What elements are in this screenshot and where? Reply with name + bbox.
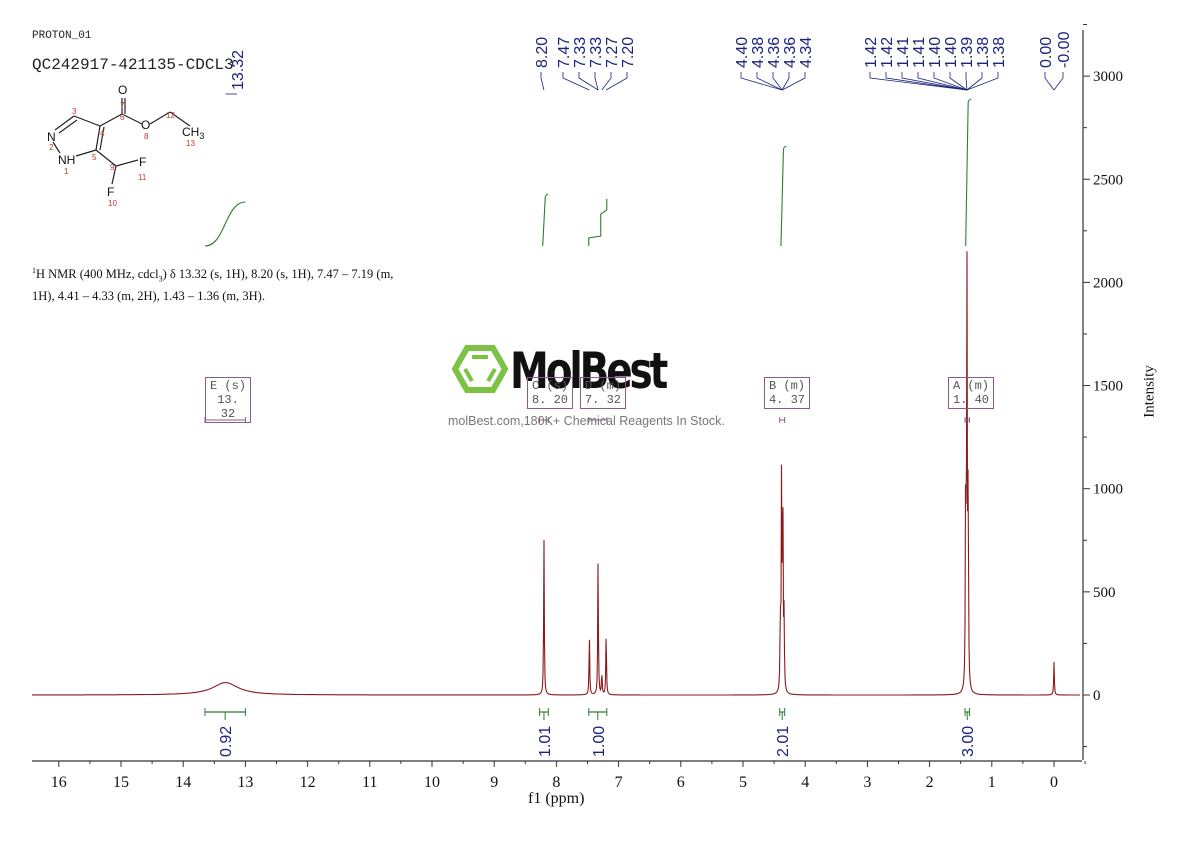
x-tick-label: 2 [926,774,934,791]
x-tick-label: 12 [300,774,316,791]
y-tick-label: 1000 [1093,482,1123,498]
peak-label: 4.34 [798,37,815,68]
peak-label: 4.38 [750,37,767,68]
peak-label: 1.40 [927,37,944,68]
x-tick-label: 13 [237,774,253,791]
peak-label: 1.41 [911,37,928,68]
svg-text:8: 8 [144,132,149,141]
svg-text:6: 6 [120,113,125,122]
integral-curve [204,201,246,247]
svg-text:F: F [107,185,114,199]
x-tick-label: 4 [801,774,809,791]
x-tick-label: 15 [113,774,129,791]
multiplet-box-e: E (s) 13. 32 [205,377,251,423]
y-tick-label: 2500 [1093,172,1123,188]
y-tick-label: 2000 [1093,275,1123,291]
x-tick-label: 0 [1050,774,1058,791]
integral-curve [965,98,972,247]
experiment-name: PROTON_01 [32,30,92,42]
watermark-tagline: molBest.com,180K+ Chemical Reagents In S… [448,414,725,428]
peak-label: 7.20 [620,37,637,68]
watermark-brand: MolBest [510,342,668,400]
svg-text:O: O [118,83,127,97]
svg-text:O: O [141,118,150,132]
svg-text:F: F [139,155,146,169]
x-tick-label: 10 [424,774,440,791]
peak-label: 4.36 [766,37,783,68]
nmr-description-text: H NMR (400 MHz, cdcl [36,267,159,282]
sample-id: QC242917-421135-CDCL3 [32,56,234,74]
x-tick-label: 6 [677,774,685,791]
nmr-description: 1H NMR (400 MHz, cdcl3) δ 13.32 (s, 1H),… [32,262,412,305]
nmr-description-rest: ) δ 13.32 (s, 1H), 8.20 (s, 1H), 7.47 – … [32,267,394,303]
integral-value: 1.01 [537,726,554,757]
x-tick-label: 3 [863,774,871,791]
svg-text:11: 11 [138,173,147,182]
svg-text:7: 7 [120,101,125,110]
svg-text:1: 1 [64,167,69,176]
y-axis-label: Intensity [1141,365,1158,418]
x-tick-label: 14 [175,774,191,791]
svg-text:10: 10 [108,199,117,208]
svg-text:4: 4 [100,129,105,138]
peak-label: 4.40 [734,37,751,68]
svg-text:13: 13 [186,139,195,148]
svg-text:9: 9 [110,163,115,172]
x-tick-label: 8 [552,774,560,791]
x-tick-label: 9 [490,774,498,791]
x-axis-label: f1 (ppm) [528,790,585,807]
peak-label: 1.42 [863,37,880,68]
peak-label: 1.40 [943,37,960,68]
svg-text:12: 12 [166,111,175,120]
integral-curve [780,145,787,247]
peak-label: 13.32 [230,50,247,90]
y-tick-label: 1500 [1093,379,1123,395]
svg-text:NH: NH [58,153,75,167]
integral-curve [542,193,549,247]
svg-text:2: 2 [49,143,54,152]
integral-value: 0.92 [218,726,235,757]
multiplet-box-d: D (m) 7. 32 [580,377,626,409]
x-tick-label: 5 [739,774,747,791]
integral-value: 2.01 [775,726,792,757]
x-tick-label: 7 [615,774,623,791]
multiplet-box-b: B (m) 4. 37 [764,377,810,409]
integral-value: 3.00 [960,726,977,757]
peak-label: 8.20 [534,37,551,68]
peak-label: 1.38 [975,37,992,68]
svg-text:5: 5 [92,153,97,162]
peak-label: 4.36 [782,37,799,68]
peak-label: 1.42 [879,37,896,68]
x-tick-label: 1 [988,774,996,791]
peak-label: 1.38 [991,37,1008,68]
svg-text:3: 3 [72,107,77,116]
integral-curve [588,199,608,246]
svg-text:CH3: CH3 [182,125,204,141]
x-tick-label: 16 [51,774,67,791]
peak-label: 1.41 [895,37,912,68]
peak-label: 7.33 [572,37,589,68]
y-tick-label: 0 [1093,688,1101,704]
nmr-subscript: 3 [158,274,163,284]
y-tick-label: 500 [1093,585,1116,601]
chemical-structure: O O CH3 N NH F F 7 3 6 8 12 13 2 4 1 5 9… [47,83,204,208]
y-tick-label: 3000 [1093,69,1123,85]
peak-label: 7.47 [556,37,573,68]
molbest-logo-icon [452,345,508,393]
peak-label: 1.39 [959,37,976,68]
integral-value: 1.00 [591,726,608,757]
svg-text:N: N [47,130,56,144]
nmr-isotope: 1 [32,266,36,275]
spectrum-trace [32,251,1080,696]
peak-label: -0.00 [1056,31,1073,68]
peak-label: 0.00 [1038,37,1055,68]
peak-label: 7.33 [588,37,605,68]
x-tick-label: 11 [362,774,377,791]
multiplet-box-c: C (s) 8. 20 [527,377,573,409]
peak-label: 7.27 [604,37,621,68]
multiplet-box-a: A (m) 1. 40 [948,377,994,409]
